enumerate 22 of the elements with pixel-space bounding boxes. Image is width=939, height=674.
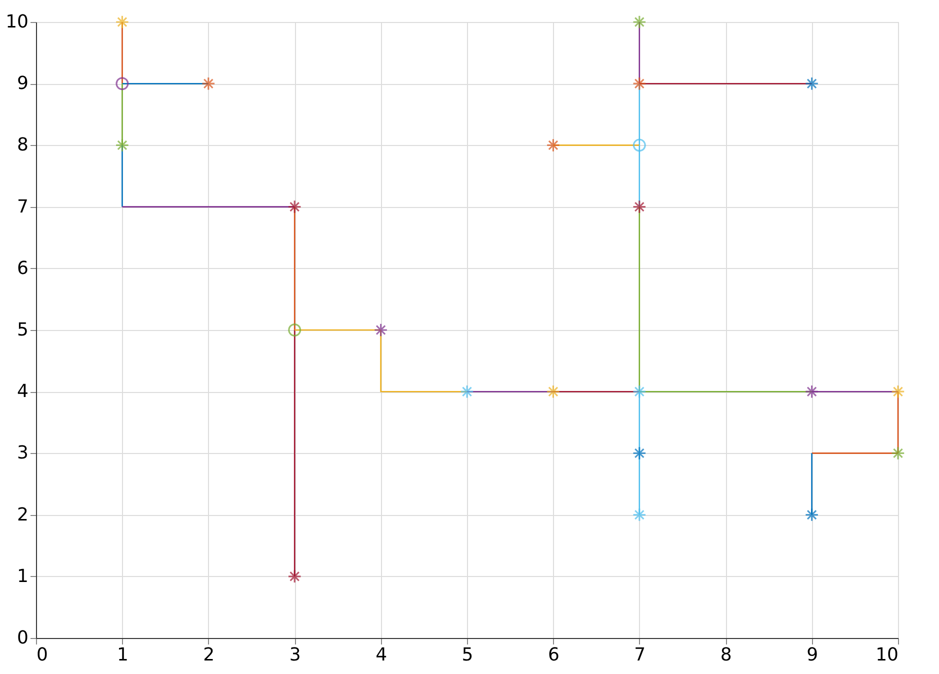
- x-tick-label: 1: [116, 644, 128, 666]
- y-tick-label: 6: [17, 258, 28, 279]
- y-tick-label: 5: [17, 320, 28, 340]
- x-tick-label: 3: [289, 644, 301, 666]
- x-tick-label: 6: [548, 644, 560, 666]
- y-tick-label: 8: [17, 134, 28, 156]
- y-tick-label: 1: [17, 566, 28, 587]
- x-tick-label: 10: [876, 644, 898, 666]
- x-tick-label: 8: [720, 644, 732, 666]
- y-tick-label: 7: [17, 196, 28, 218]
- y-tick-label: 10: [6, 12, 28, 32]
- x-tick-label: 2: [203, 644, 215, 666]
- y-tick-label: 3: [17, 442, 28, 464]
- x-tick-label: 4: [376, 644, 388, 666]
- y-tick-label: 2: [17, 504, 28, 526]
- x-tick-label: 9: [806, 644, 818, 666]
- x-tick-label: 0: [36, 644, 48, 666]
- y-tick-label: 9: [17, 73, 28, 94]
- x-tick-label: 7: [634, 644, 646, 666]
- y-tick-label: 0: [17, 628, 28, 648]
- x-tick-label: 5: [462, 644, 474, 666]
- y-tick-label: 4: [17, 381, 28, 402]
